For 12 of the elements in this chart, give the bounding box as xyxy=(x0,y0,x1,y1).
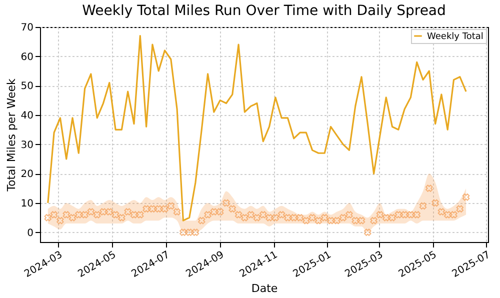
y-axis-title: Total Miles per Week xyxy=(4,78,18,192)
chart-title: Weekly Total Miles Run Over Time with Daily Spread xyxy=(82,3,446,19)
y-tick-label: 20 xyxy=(20,169,34,180)
y-tick-label: 10 xyxy=(20,198,34,210)
legend-label: Weekly Total xyxy=(427,32,484,42)
y-tick-label: 0 xyxy=(27,228,34,239)
y-tick-label: 70 xyxy=(20,22,34,34)
x-axis-title: Date xyxy=(251,282,278,296)
y-tick-label: 60 xyxy=(20,52,34,63)
y-tick-label: 30 xyxy=(20,140,34,151)
y-tick-label: 40 xyxy=(20,110,34,122)
y-tick-label: 50 xyxy=(20,81,34,92)
